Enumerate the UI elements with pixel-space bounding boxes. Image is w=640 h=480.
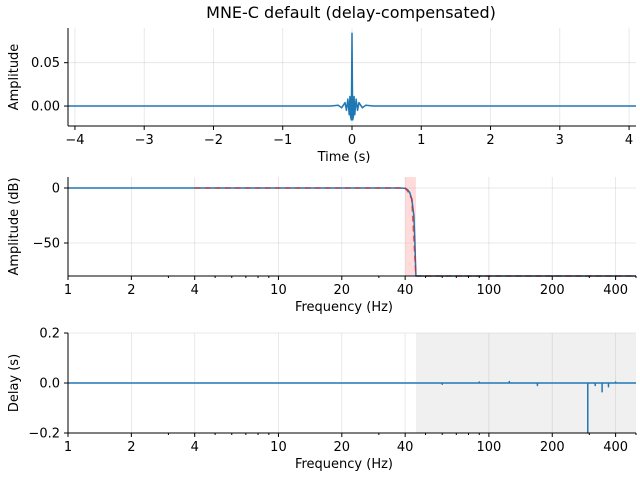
magnitude-xtick-label-4: 20	[334, 283, 351, 298]
impulse-xtick-label-1: −3	[135, 133, 154, 148]
delay-ylabel: Delay (s)	[7, 354, 22, 412]
magnitude-xtick-label-1: 2	[127, 283, 135, 298]
magnitude-response-panel: 1 2 4 10 20 40 100 200 400 0 −50 Frequency (Hz) Ampl…	[7, 177, 637, 315]
magnitude-ylabel: Amplitude (dB)	[7, 177, 22, 275]
impulse-xtick-label-5: 1	[417, 133, 425, 148]
magnitude-series-ideal	[194, 187, 636, 277]
magnitude-ytick-label-1: −50	[33, 237, 60, 252]
magnitude-transition-band	[405, 177, 416, 276]
magnitude-series-filter	[68, 187, 636, 277]
impulse-xtick-label-2: −2	[204, 133, 223, 148]
group-delay-panel: 1 2 4 10 20 40 100 200 400 −0.2 0.0 0.2 Frequency (H…	[7, 327, 637, 472]
magnitude-xtick-label-0: 1	[64, 283, 72, 298]
impulse-ytick-label-0: 0.00	[31, 100, 60, 115]
magnitude-ytick-label-0: 0	[52, 182, 60, 197]
delay-xtick-label-3: 10	[270, 440, 287, 455]
delay-ytick-label-0: −0.2	[28, 427, 60, 442]
impulse-xtick-label-3: −1	[273, 133, 292, 148]
magnitude-xtick-label-2: 4	[191, 283, 199, 298]
delay-xtick-label-4: 20	[334, 440, 351, 455]
delay-xtick-label-5: 40	[397, 440, 414, 455]
delay-ytick-label-2: 0.2	[39, 327, 60, 342]
delay-ytick-label-1: 0.0	[39, 377, 60, 392]
impulse-xlabel: Time (s)	[317, 150, 371, 165]
delay-xtick-label-7: 200	[540, 440, 565, 455]
delay-xtick-label-8: 400	[603, 440, 628, 455]
magnitude-xtick-label-7: 200	[540, 283, 565, 298]
impulse-ytick-label-1: 0.05	[31, 56, 60, 71]
figure-title: MNE-C default (delay-compensated)	[206, 3, 496, 22]
delay-xtick-label-0: 1	[64, 440, 72, 455]
delay-xtick-label-1: 2	[127, 440, 135, 455]
impulse-ylabel: Amplitude	[7, 44, 22, 111]
magnitude-xlabel: Frequency (Hz)	[295, 300, 393, 315]
impulse-response-panel: −4 −3 −2 −1 0 1 2 3 4 0.00 0.05 Time (s) Amplitude	[7, 28, 636, 165]
magnitude-xtick-label-5: 40	[397, 283, 414, 298]
impulse-series-0	[68, 32, 636, 121]
delay-xlabel: Frequency (Hz)	[295, 457, 393, 472]
magnitude-xtick-label-8: 400	[603, 283, 628, 298]
impulse-xtick-label-8: 4	[625, 133, 633, 148]
delay-xtick-label-6: 100	[476, 440, 501, 455]
impulse-xtick-label-4: 0	[348, 133, 356, 148]
magnitude-xtick-label-3: 10	[270, 283, 287, 298]
delay-xtick-label-2: 4	[191, 440, 199, 455]
impulse-xtick-label-6: 2	[486, 133, 494, 148]
impulse-xtick-label-7: 3	[556, 133, 564, 148]
magnitude-xtick-label-6: 100	[476, 283, 501, 298]
impulse-xtick-label-0: −4	[65, 133, 84, 148]
